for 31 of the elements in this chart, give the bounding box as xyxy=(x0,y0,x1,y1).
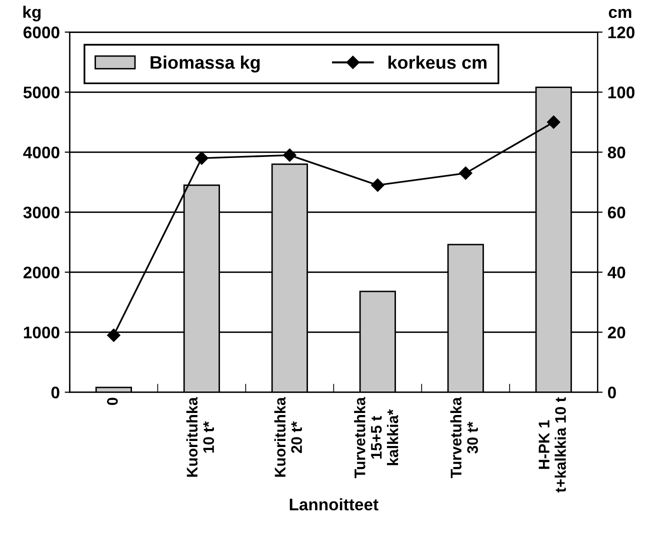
point xyxy=(195,152,208,165)
x-tick-label: Turvetuhka 30 t* xyxy=(450,396,478,478)
x-tick-label: Turvetuhka 15+5 t kalkkia* xyxy=(354,396,398,478)
y2-tick-label: 100 xyxy=(608,86,634,98)
y2-tick-label: 120 xyxy=(608,26,634,38)
y2-axis-title: cm xyxy=(608,8,632,18)
y-tick-label: 3000 xyxy=(23,206,60,218)
y2-tick-label: 60 xyxy=(608,206,626,218)
point xyxy=(547,116,560,129)
point xyxy=(107,328,120,342)
y-tick-label: 0 xyxy=(51,386,60,398)
point xyxy=(371,178,384,192)
y-tick-label: 5000 xyxy=(23,86,60,98)
y-tick-label: 4000 xyxy=(23,146,60,158)
x-tick-label: Kuorituhka 10 t* xyxy=(186,396,214,477)
legend-label: korkeus cm xyxy=(388,56,486,69)
y2-tick-label: 20 xyxy=(608,326,626,338)
x-tick-label: H-PK 1 t+kalkkia 10 t xyxy=(538,397,566,492)
legend-label: Biomassa kg xyxy=(150,56,260,73)
y-tick-label: 1000 xyxy=(24,326,60,338)
y-tick-label: 2000 xyxy=(24,266,60,278)
y2-tick-label: 40 xyxy=(608,266,626,278)
y2-tick-label: 80 xyxy=(608,146,626,158)
x-tick-label: 0 xyxy=(106,398,118,405)
y-axis-title: kg xyxy=(23,6,41,22)
x-tick-label: Kuorituhka 20 t* xyxy=(274,396,302,477)
point xyxy=(459,166,472,180)
y2-tick-label: 0 xyxy=(608,386,616,398)
x-axis-title: Lannoitteet xyxy=(290,498,378,510)
point xyxy=(283,148,296,162)
y-tick-label: 6000 xyxy=(24,26,60,38)
